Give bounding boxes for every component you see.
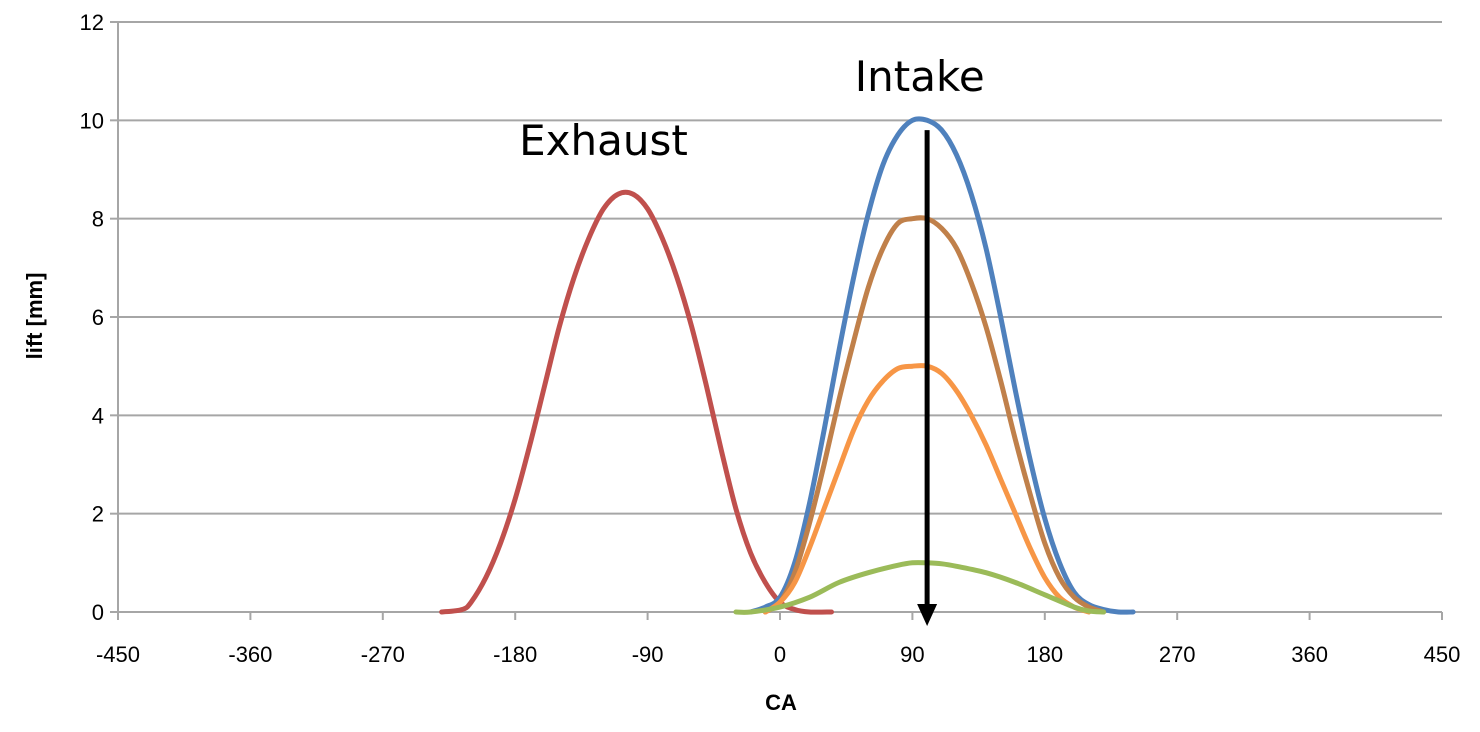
y-tick-label: 6 xyxy=(92,305,104,330)
series-line-2 xyxy=(748,116,1136,615)
y-tick-label: 4 xyxy=(92,403,104,428)
y-axis-title: lift [mm] xyxy=(22,273,47,360)
axes: 0 2 4 6 8 10 12 -450 -360 -270 -180 -90 0 90 180 270 360… xyxy=(80,10,1461,667)
arrow-head xyxy=(917,604,938,626)
annotation-exhaust: Exhaust xyxy=(519,116,688,165)
x-tick-label: 0 xyxy=(774,642,786,667)
y-tick-label: 10 xyxy=(80,108,104,133)
series-line-1 xyxy=(439,189,834,615)
y-tick-label: 12 xyxy=(80,10,104,35)
y-tick-label: 8 xyxy=(92,207,104,232)
annotations: Exhaust Intake xyxy=(519,52,985,626)
x-tick-label: 180 xyxy=(1026,642,1063,667)
x-tick-label: 450 xyxy=(1424,642,1461,667)
x-tick-label: 360 xyxy=(1291,642,1328,667)
x-tick-label: 90 xyxy=(900,642,924,667)
gridlines xyxy=(118,21,1442,515)
series-lines xyxy=(439,116,1136,615)
y-tick-label: 2 xyxy=(92,502,104,527)
annotation-intake: Intake xyxy=(855,52,985,101)
x-axis-title: CA xyxy=(765,690,797,715)
x-tick-label: -180 xyxy=(493,642,537,667)
y-tick-label: 0 xyxy=(92,600,104,625)
x-tick-label: -270 xyxy=(361,642,405,667)
x-tick-label: -360 xyxy=(228,642,272,667)
x-tick-label: -90 xyxy=(632,642,664,667)
x-tick-label: -450 xyxy=(96,642,140,667)
x-tick-label: 270 xyxy=(1159,642,1196,667)
series-line-3 xyxy=(762,215,1107,615)
